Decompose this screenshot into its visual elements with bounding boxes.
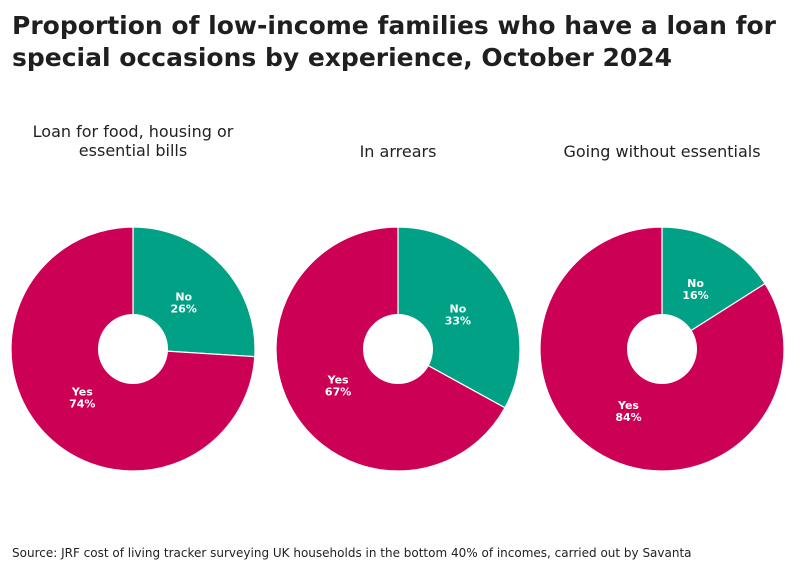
pie-3-label-yes: Yes (617, 399, 639, 412)
pie-1-value-yes: 74% (69, 398, 95, 411)
chart-title: Proportion of low-income families who ha… (12, 11, 776, 72)
pie-title-going-without: Going without essentials (563, 142, 761, 161)
pie-3-label-no: No (687, 277, 704, 290)
pie-title-arrears: In arrears (359, 142, 437, 161)
pie-2-label-no: No (450, 303, 467, 316)
pie-title-loan: Loan for food, housing or essential bill… (32, 122, 234, 160)
source-note: Source: JRF cost of living tracker surve… (12, 546, 692, 560)
pie-1-label-yes: Yes (71, 386, 93, 399)
pie-2-center-hole (363, 314, 433, 384)
pie-1-slice-no (132, 226, 256, 358)
pie-1-center-hole (98, 314, 168, 384)
pie-3-value-no: 16% (682, 289, 708, 302)
pie-3-value-yes: 84% (615, 411, 641, 424)
pie-2-value-no: 33% (445, 315, 471, 328)
pie-1-label-no: No (175, 290, 192, 303)
pie-3-center-hole (627, 314, 697, 384)
pie-1-value-no: 26% (171, 302, 197, 315)
pie-2-value-yes: 67% (325, 385, 351, 398)
pie-2-label-yes: Yes (327, 373, 349, 386)
pie-3-slice-no (661, 226, 766, 351)
